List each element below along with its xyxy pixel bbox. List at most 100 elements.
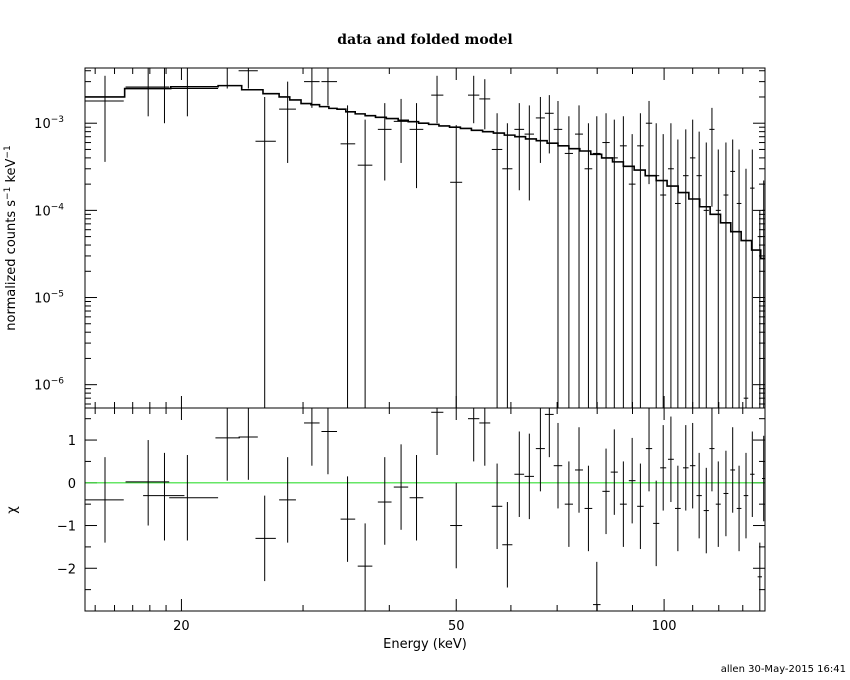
spectrum-point xyxy=(610,119,618,408)
residual-point xyxy=(255,495,276,582)
spectrum-point xyxy=(553,100,563,408)
residual-point xyxy=(431,408,444,456)
residual-point xyxy=(667,416,674,503)
spectrum-y-axis-label: normalized counts s−1 keV−1 xyxy=(3,145,19,330)
residual-point xyxy=(619,461,627,547)
x-tick-labels: 20 50 100 xyxy=(173,619,676,634)
residual-point xyxy=(535,408,545,492)
residual-point xyxy=(553,422,563,509)
residual-point xyxy=(696,452,702,539)
spectrum-point xyxy=(514,103,525,191)
spectrum-y-tick-labels: 10−310−410−510−6 xyxy=(34,115,64,393)
spectrum-point xyxy=(674,139,681,408)
y-tick-label: 0 xyxy=(68,477,76,492)
residual-point xyxy=(238,408,258,480)
spectrum-point xyxy=(393,98,409,163)
spectrum-point xyxy=(689,119,696,408)
spectrum-point xyxy=(321,68,338,106)
y-tick-label: 10−5 xyxy=(34,290,64,307)
spectrum-point xyxy=(653,123,660,408)
x-tick-label: 100 xyxy=(652,619,677,634)
spectrum-point xyxy=(602,113,610,408)
residual-y-tick-labels: 1 0 −1 −2 xyxy=(57,434,76,577)
y-tick-exponent: −3 xyxy=(51,115,64,125)
spectrum-point xyxy=(357,119,373,408)
chart-title: data and folded model xyxy=(337,32,512,48)
residual-point xyxy=(524,433,534,520)
y-tick-exponent: −5 xyxy=(51,290,64,300)
residual-point xyxy=(502,502,513,588)
residual-panel xyxy=(84,407,766,612)
residual-point xyxy=(637,463,644,550)
residual-y-axis-label: χ xyxy=(5,506,20,514)
spectrum-point xyxy=(637,113,644,408)
spectrum-data-points xyxy=(85,67,765,408)
residual-point xyxy=(544,408,554,458)
residual-point xyxy=(377,457,392,545)
residual-point xyxy=(610,429,618,515)
spectrum-panel xyxy=(84,67,766,409)
ylabel-sup1: −1 xyxy=(3,187,13,200)
residual-point xyxy=(467,408,480,462)
residual-point xyxy=(730,427,736,513)
spectrum-point xyxy=(715,149,721,408)
spectrum-point xyxy=(502,123,513,408)
y-tick-label: 10−3 xyxy=(34,115,64,132)
ylabel-main: normalized counts s xyxy=(4,200,19,331)
residual-point xyxy=(653,480,660,567)
residual-point xyxy=(409,455,424,541)
residual-point xyxy=(215,408,240,481)
residual-point xyxy=(709,408,715,492)
ylabel-mid: keV xyxy=(4,158,19,186)
residual-point xyxy=(125,440,170,526)
residual-point xyxy=(761,435,765,522)
footer-stamp: allen 30-May-2015 16:41 xyxy=(721,664,846,675)
residual-point xyxy=(143,452,185,541)
spectrum-point xyxy=(723,142,729,408)
spectrum-point xyxy=(660,134,667,408)
spectrum-point xyxy=(743,168,749,408)
spectrum-point xyxy=(255,96,276,408)
spectrum-point xyxy=(431,75,444,124)
spectrum-point xyxy=(564,116,573,408)
spectrum-point xyxy=(593,116,601,408)
spectrum-point xyxy=(736,149,742,408)
spectrum-point xyxy=(535,96,545,163)
spectrum-point xyxy=(757,210,762,408)
residual-plot-frame xyxy=(84,407,766,612)
residual-point xyxy=(514,431,525,517)
spectrum-point xyxy=(304,68,320,108)
residual-point xyxy=(757,542,762,611)
spectrum-point xyxy=(143,68,185,124)
residual-point xyxy=(689,422,696,509)
spectrum-point xyxy=(750,149,755,408)
spectrum-point xyxy=(479,79,491,130)
residual-point xyxy=(723,450,729,537)
spectrum-point xyxy=(667,123,674,408)
y-tick-label: 1 xyxy=(68,434,76,449)
spectrum-point xyxy=(450,125,463,408)
residual-point xyxy=(682,425,689,511)
residual-point xyxy=(450,482,463,569)
x-axis-label: Energy (keV) xyxy=(383,637,467,652)
spectrum-point xyxy=(279,81,296,163)
spectrum-point xyxy=(238,68,258,89)
residual-point xyxy=(628,437,636,524)
residual-point xyxy=(479,408,491,466)
residual-point xyxy=(660,425,667,511)
spectrum-point xyxy=(169,68,219,117)
y-tick-label: 10−4 xyxy=(34,202,64,219)
y-tick-label: −2 xyxy=(57,562,76,577)
residual-point xyxy=(736,465,742,552)
residual-point xyxy=(715,461,721,547)
spectrum-point xyxy=(709,107,715,207)
residual-point xyxy=(279,457,296,543)
y-tick-base: 10 xyxy=(34,117,51,132)
residual-point xyxy=(645,408,653,492)
residual-point xyxy=(564,461,573,547)
spectrum-point xyxy=(696,131,702,408)
spectrum-point xyxy=(761,180,765,408)
residual-point xyxy=(743,452,749,539)
x-tick-label: 50 xyxy=(448,619,465,634)
spectrum-point xyxy=(524,105,534,201)
